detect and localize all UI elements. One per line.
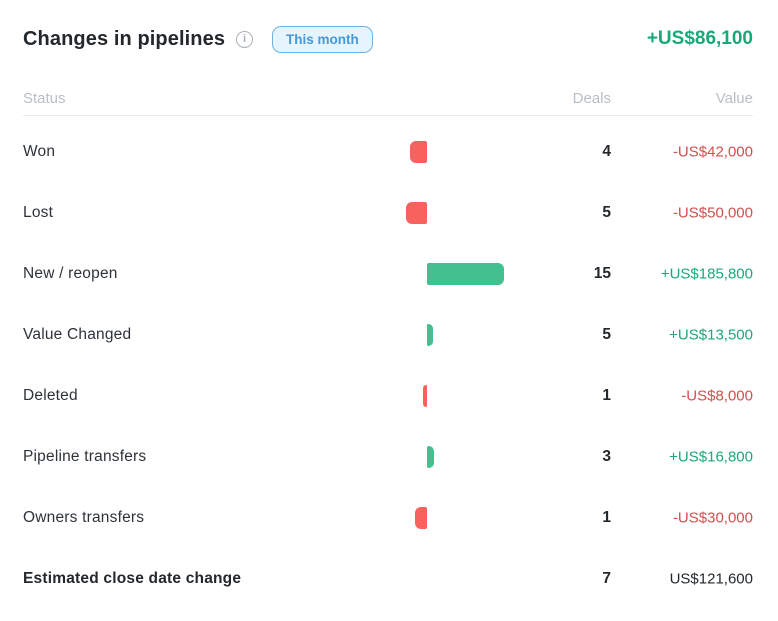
table-column-headers: Status Deals Value [23,90,753,108]
row-label: Value Changed [23,325,132,343]
row-bar [415,506,427,529]
row-bar [406,201,427,224]
column-header-deals: Deals [572,90,611,107]
row-value: +US$185,800 [660,265,753,282]
table-row-estimated-close-date[interactable]: Estimated close date change 7 US$121,600 [23,548,753,609]
row-value: +US$13,500 [669,326,753,343]
row-label: Deleted [23,386,78,404]
total-pipeline-change: +US$86,100 [646,28,753,49]
row-label: Estimated close date change [23,569,242,587]
table-row[interactable]: Won 4 -US$42,000 [23,121,753,182]
row-deals: 4 [602,142,611,160]
row-bar [410,140,427,163]
row-deals: 15 [593,264,611,282]
row-label: Owners transfers [23,508,145,526]
table-row[interactable]: New / reopen 15 +US$185,800 [23,243,753,304]
table-row[interactable]: Value Changed 5 +US$13,500 [23,304,753,365]
row-deals: 1 [602,508,611,526]
table-row[interactable]: Owners transfers 1 -US$30,000 [23,487,753,548]
widget-title: Changes in pipelines [23,27,226,50]
row-value: US$121,600 [669,570,753,587]
info-icon[interactable]: i [236,30,254,48]
status-rows: Won 4 -US$42,000 Lost 5 -US$50,000 New /… [0,116,778,609]
row-value: +US$16,800 [669,448,753,465]
row-deals: 5 [602,203,611,221]
header-divider [23,115,753,116]
row-bar [427,323,433,346]
row-deals: 7 [602,569,611,587]
row-deals: 5 [602,325,611,343]
table-row[interactable]: Pipeline transfers 3 +US$16,800 [23,426,753,487]
row-label: Won [23,142,56,160]
row-value: -US$42,000 [672,143,753,160]
row-bar [423,384,427,407]
table-row[interactable]: Lost 5 -US$50,000 [23,182,753,243]
column-header-status: Status [23,90,66,107]
column-header-value: Value [715,90,753,107]
widget-header: Changes in pipelines i This month +US$86… [0,0,778,54]
row-deals: 1 [602,386,611,404]
row-value: -US$30,000 [672,509,753,526]
table-row[interactable]: Deleted 1 -US$8,000 [23,365,753,426]
row-deals: 3 [602,447,611,465]
row-label: Lost [23,203,54,221]
row-label: New / reopen [23,264,118,282]
period-filter-badge[interactable]: This month [272,25,373,53]
row-value: -US$8,000 [681,387,753,404]
row-bar [427,262,504,285]
row-label: Pipeline transfers [23,447,147,465]
row-value: -US$50,000 [672,204,753,221]
row-bar [427,445,434,468]
